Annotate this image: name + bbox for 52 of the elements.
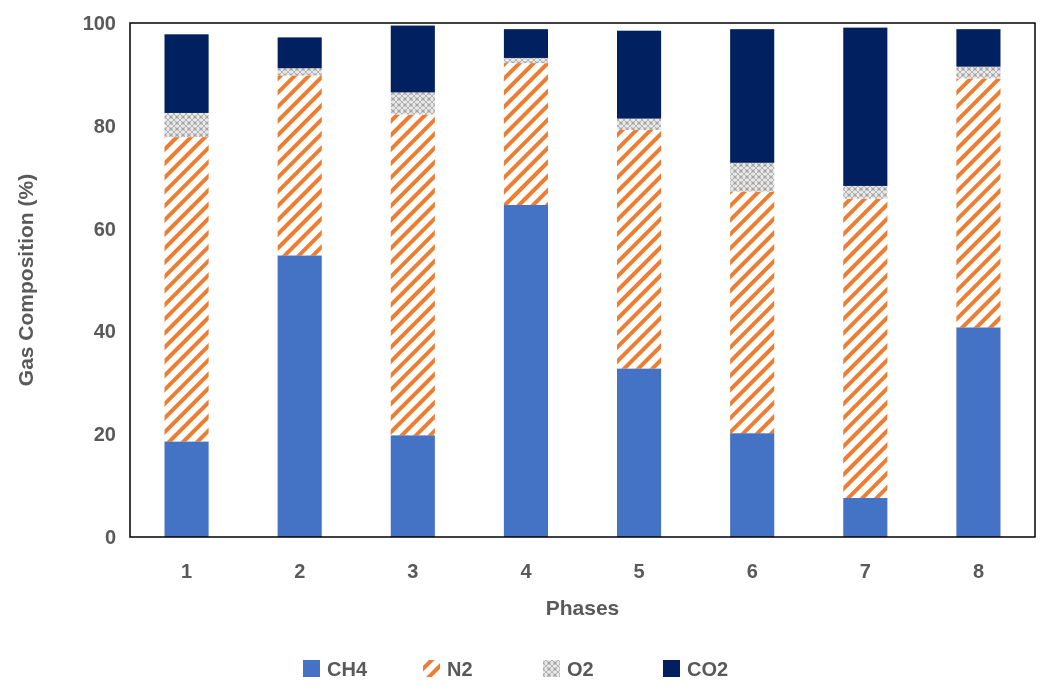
- y-tick-label: 80: [93, 114, 116, 137]
- bar: [503, 57, 548, 64]
- y-tick-label: 20: [93, 423, 116, 446]
- bar: [503, 29, 548, 58]
- y-tick-label: 60: [93, 217, 116, 240]
- x-tick-label: 2: [294, 560, 306, 582]
- bar: [164, 441, 209, 537]
- bar: [164, 137, 209, 442]
- x-tick-label: 6: [746, 560, 758, 582]
- bar: [617, 30, 662, 119]
- bar: [956, 29, 1001, 67]
- x-tick-label: 3: [407, 560, 419, 582]
- legend-label: N2: [447, 658, 473, 680]
- legend-label: CO2: [687, 658, 729, 680]
- bar: [956, 78, 1001, 328]
- bar: [277, 37, 322, 69]
- x-tick-label: 7: [859, 560, 871, 582]
- bar: [390, 92, 435, 115]
- y-tick-label: 100: [82, 12, 116, 34]
- x-tick-label: 4: [520, 560, 533, 582]
- bar: [843, 185, 888, 199]
- y-axis-title: Gas Composition (%): [14, 173, 37, 387]
- bar: [730, 162, 775, 192]
- bar: [617, 118, 662, 130]
- bar: [277, 75, 322, 256]
- y-tick-label: 40: [93, 320, 116, 343]
- bar: [277, 68, 322, 76]
- x-axis-title: Phases: [545, 596, 620, 619]
- x-tick-label: 1: [181, 560, 193, 582]
- bar: [730, 29, 775, 163]
- bar: [730, 433, 775, 537]
- bar: [503, 63, 548, 205]
- bar: [277, 255, 322, 537]
- bar: [956, 327, 1001, 537]
- bar: [617, 368, 662, 537]
- bar: [843, 198, 888, 498]
- bar: [390, 435, 435, 537]
- bar: [390, 114, 435, 436]
- bar: [730, 191, 775, 434]
- legend-label: O2: [567, 658, 594, 680]
- legend-label: CH4: [327, 658, 368, 680]
- bar: [843, 497, 888, 537]
- bar: [390, 25, 435, 93]
- x-tick-label: 8: [972, 560, 984, 582]
- x-tick-label: 5: [633, 560, 645, 582]
- bar: [503, 204, 548, 537]
- y-tick-label: 0: [104, 526, 116, 548]
- bar: [843, 27, 888, 186]
- bar: [164, 34, 209, 113]
- bar: [956, 66, 1001, 79]
- bar: [617, 129, 662, 369]
- bar: [164, 112, 209, 138]
